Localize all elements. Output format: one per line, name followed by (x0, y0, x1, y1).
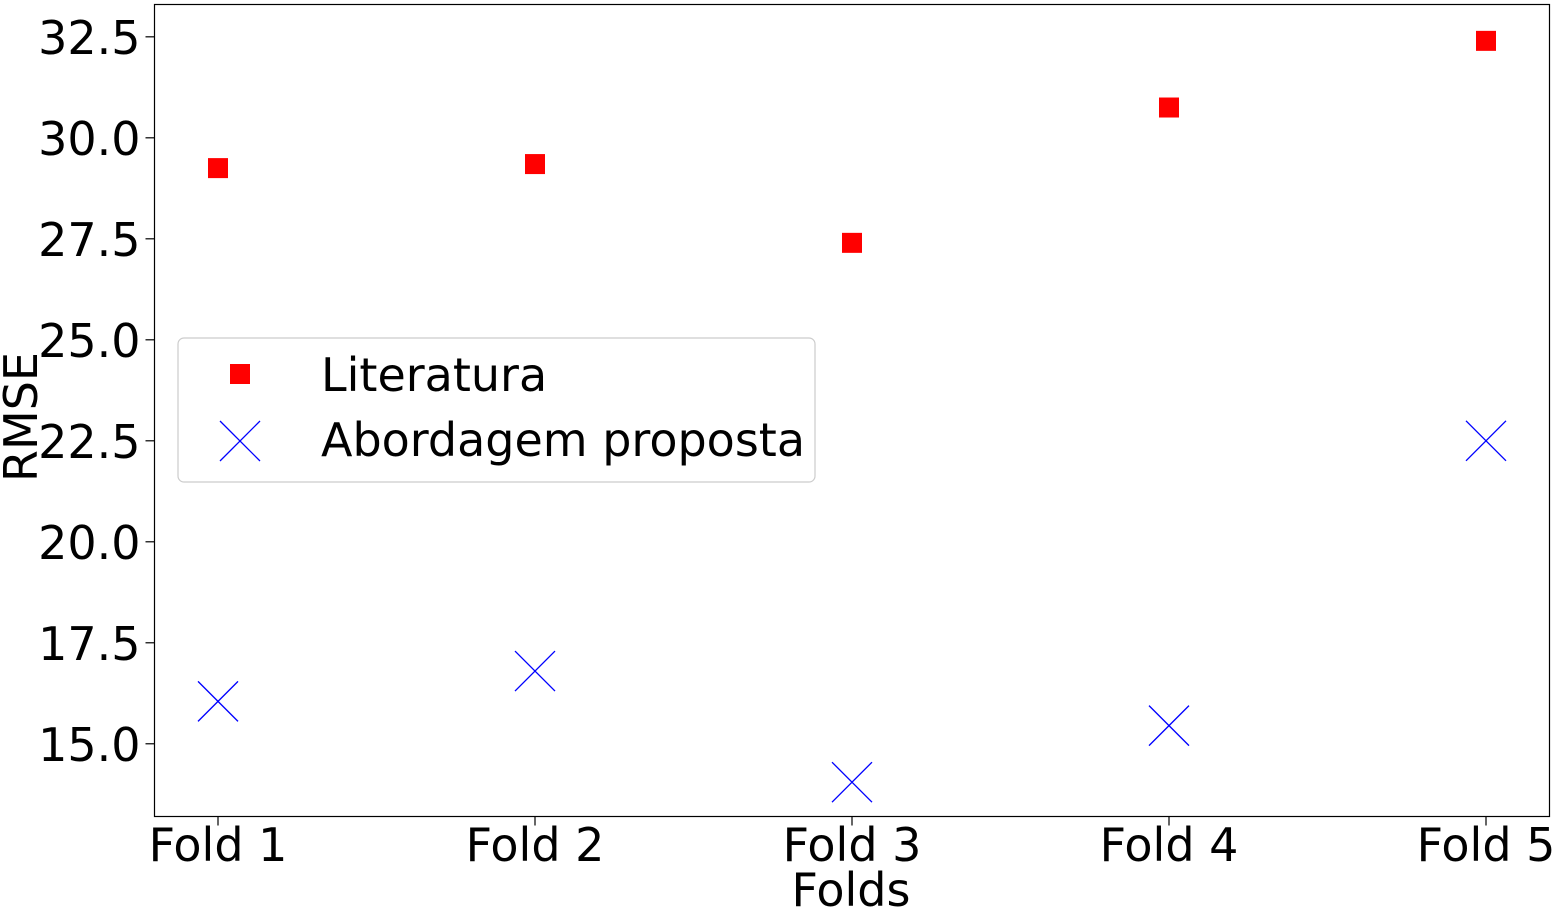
abordagem-proposta-point (1465, 420, 1507, 462)
legend: Literatura Abordagem proposta (177, 337, 816, 483)
legend-marker-abordagem-proposta (219, 420, 261, 462)
literatura-point (842, 232, 862, 253)
x-tick-label: Fold 3 (783, 818, 922, 872)
legend-label-abordagem-proposta: Abordagem proposta (321, 413, 805, 467)
literatura-point (525, 154, 545, 175)
y-axis-ticks: 15.0 17.5 20.0 22.5 25.0 27.5 30.0 32.5 (38, 11, 155, 772)
legend-box (177, 337, 816, 483)
abordagem-proposta-point (197, 680, 239, 722)
literatura-point (1159, 97, 1179, 118)
x-axis-label: Folds (792, 863, 911, 915)
abordagem-proposta-point (1148, 705, 1190, 747)
y-axis-label: RMSE (0, 352, 48, 482)
x-tick-label: Fold 2 (466, 818, 605, 872)
y-tick-label: 17.5 (38, 617, 140, 671)
y-tick-label: 30.0 (38, 112, 140, 166)
y-tick-label: 22.5 (38, 415, 140, 469)
x-tick-label: Fold 5 (1417, 818, 1554, 872)
plot-frame (153, 3, 1551, 818)
x-axis-ticks: Fold 1 Fold 2 Fold 3 Fold 4 Fold 5 (149, 816, 1554, 872)
x-tick-label: Fold 1 (149, 818, 288, 872)
legend-marker-literatura (230, 364, 250, 384)
literatura-point (1476, 30, 1496, 51)
x-tick-label: Fold 4 (1100, 818, 1239, 872)
legend-label-literatura: Literatura (321, 348, 547, 402)
data-marks (197, 30, 1507, 803)
abordagem-proposta-point (514, 650, 556, 692)
y-tick-label: 25.0 (38, 314, 140, 368)
literatura-point (208, 158, 228, 179)
abordagem-proposta-point (831, 761, 873, 803)
y-tick-label: 15.0 (38, 718, 140, 772)
y-tick-label: 20.0 (38, 516, 140, 570)
y-tick-label: 32.5 (38, 11, 140, 65)
y-tick-label: 27.5 (38, 213, 140, 267)
